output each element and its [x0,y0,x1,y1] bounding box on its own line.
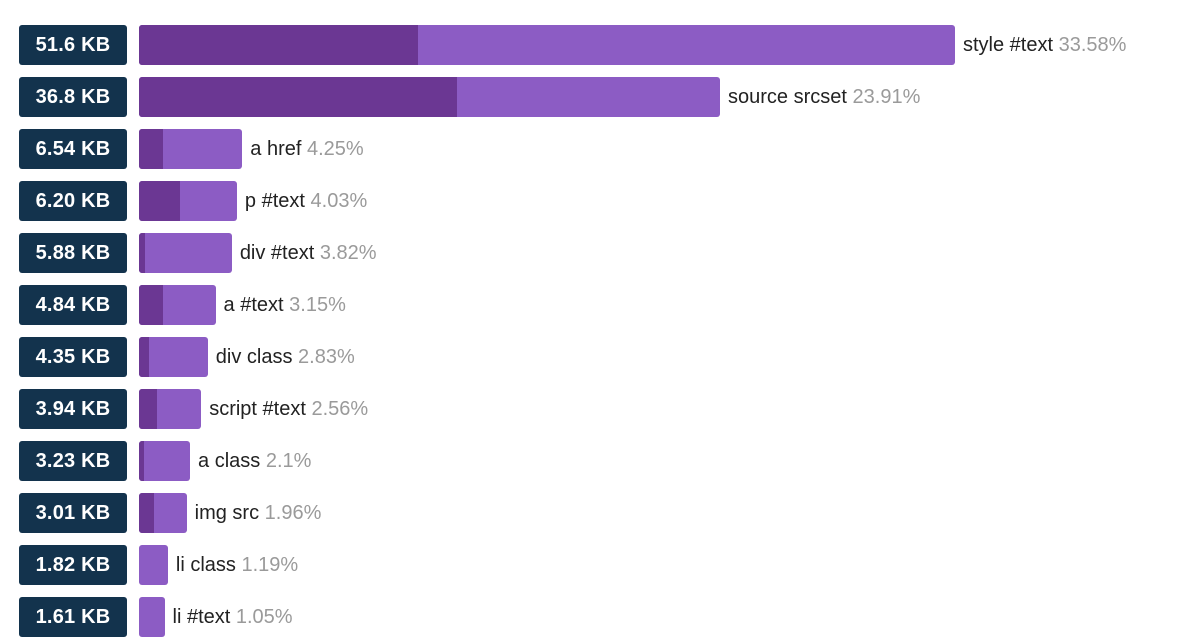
bar-label: li #text 1.05% [173,597,293,637]
bar-dark-segment [139,77,458,117]
bar-dark-segment [139,493,154,533]
bar [139,285,216,325]
size-badge: 1.61 KB [19,597,127,637]
bar-percentage: 23.91% [852,86,921,108]
bar-percentage: 2.1% [265,450,312,472]
bar-dark-segment [139,129,164,169]
size-badge: 6.54 KB [19,129,127,169]
bar-row: 4.84 KB a #text 3.15% [0,285,1200,325]
bar-row: 3.94 KB script #text 2.56% [0,389,1200,429]
bar [139,493,187,533]
bar [139,389,202,429]
size-badge: 3.01 KB [19,493,127,533]
bar [139,129,243,169]
bar-percentage: 33.58% [1058,34,1127,56]
bar-percentage: 1.05% [235,606,293,628]
bar-name: source srcset [728,86,847,108]
bar [139,77,721,117]
bar-name: li class [175,554,236,576]
bar-name: script #text [209,398,306,420]
bar [139,181,237,221]
size-badge: 3.94 KB [19,389,127,429]
bar-label: div class 2.83% [216,337,355,377]
bar-label: a class 2.1% [198,441,311,481]
size-badge: 6.20 KB [19,181,127,221]
bar-name: div #text [239,242,315,264]
bar-name: a href [250,138,302,160]
bar-name: li #text [172,606,231,628]
bar [139,25,955,65]
bar-label: li class 1.19% [176,545,298,585]
size-badge: 51.6 KB [19,25,127,65]
bar [139,233,232,273]
bar-row: 51.6 KB style #text 33.58% [0,25,1200,65]
size-badge: 3.23 KB [19,441,127,481]
size-badge: 5.88 KB [19,233,127,273]
bar-row: 5.88 KB div #text 3.82% [0,233,1200,273]
bar-dark-segment [139,337,149,377]
bar-percentage: 2.83% [298,346,355,368]
bar-label: a href 4.25% [250,129,363,169]
bar-label: style #text 33.58% [963,25,1126,65]
bar-dark-segment [139,285,164,325]
bar-row: 6.54 KB a href 4.25% [0,129,1200,169]
bar [139,597,165,637]
bar-dark-segment [139,389,158,429]
bar-name: div class [215,346,293,368]
bar-row: 6.20 KB p #text 4.03% [0,181,1200,221]
bar-row: 1.61 KB li #text 1.05% [0,597,1200,637]
bar-percentage: 4.03% [310,190,368,212]
bar-percentage: 1.19% [241,554,299,576]
bar-row: 36.8 KB source srcset 23.91% [0,77,1200,117]
bar-dark-segment [139,441,144,481]
bar-label: a #text 3.15% [224,285,346,325]
bar-label: img src 1.96% [195,493,322,533]
bar-dark-segment [139,25,419,65]
bar-row: 1.82 KB li class 1.19% [0,545,1200,585]
bar-row: 4.35 KB div class 2.83% [0,337,1200,377]
bar-percentage: 1.96% [264,502,322,524]
size-badge: 4.35 KB [19,337,127,377]
bar-percentage: 4.25% [306,138,364,160]
bar-name: a class [198,450,261,472]
size-badge: 4.84 KB [19,285,127,325]
bar-row: 3.01 KB img src 1.96% [0,493,1200,533]
size-badge: 1.82 KB [19,545,127,585]
bar-name: img src [194,502,260,524]
bar-percentage: 2.56% [311,398,369,420]
bar-dark-segment [139,181,181,221]
bar [139,441,191,481]
bar [139,337,208,377]
bar-dark-segment [139,233,146,273]
bar-name: style #text [963,34,1054,56]
bar-row: 3.23 KB a class 2.1% [0,441,1200,481]
bar-percentage: 3.15% [289,294,346,316]
bar-name: p #text [244,190,305,212]
bar-label: source srcset 23.91% [728,77,920,117]
bar-label: div #text 3.82% [240,233,377,273]
bar-name: a #text [223,294,284,316]
size-badge: 36.8 KB [19,77,127,117]
bar-percentage: 3.82% [319,242,377,264]
bar [139,545,168,585]
bar-label: p #text 4.03% [245,181,367,221]
bar-label: script #text 2.56% [209,389,368,429]
